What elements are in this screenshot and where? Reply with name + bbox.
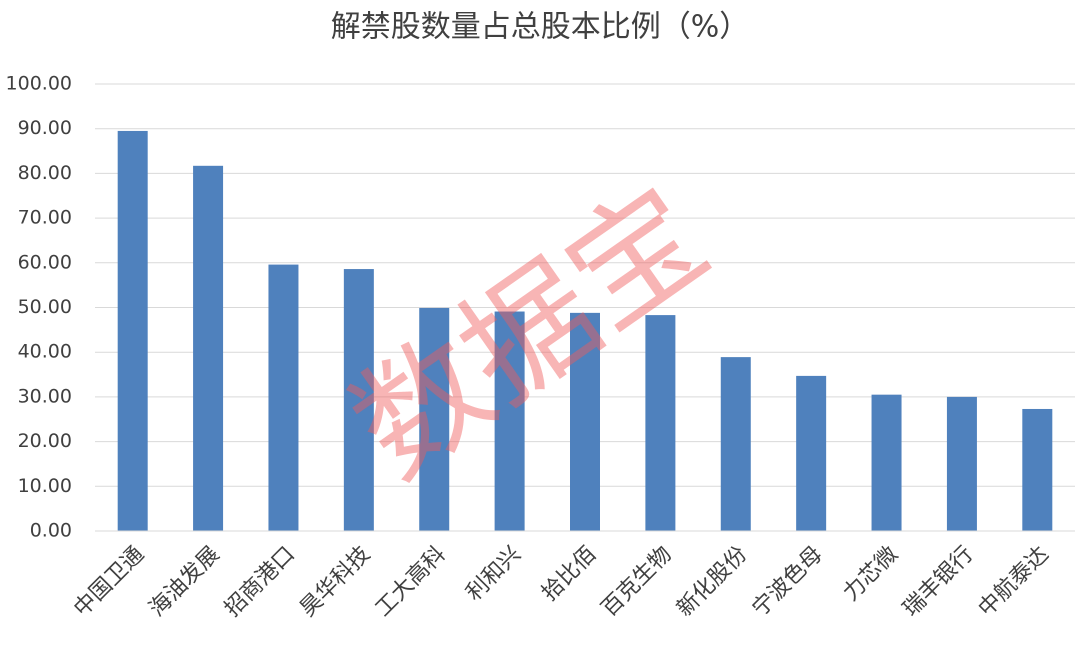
y-tick-label: 80.00: [18, 162, 72, 184]
x-tick-label: 利和兴: [462, 542, 526, 606]
x-tick-label: 新化股份: [672, 542, 752, 622]
x-tick-label: 瑞丰银行: [898, 542, 978, 622]
y-tick-label: 10.00: [18, 475, 72, 497]
bar: [570, 312, 600, 531]
y-tick-label: 100.00: [6, 73, 72, 95]
x-tick-label: 招商港口: [220, 542, 300, 622]
bar: [117, 130, 148, 531]
bar: [193, 165, 224, 531]
x-tick-label: 昊华科技: [295, 542, 375, 622]
bar: [946, 396, 977, 531]
y-tick-label: 20.00: [18, 430, 72, 452]
x-tick-label: 中航泰达: [974, 542, 1054, 622]
y-tick-label: 40.00: [18, 341, 72, 363]
bar: [1022, 408, 1053, 531]
bar: [796, 375, 827, 531]
x-tick-label: 海油发展: [145, 542, 225, 622]
x-tick-label: 百克生物: [597, 542, 677, 622]
y-tick-label: 30.00: [18, 385, 72, 407]
bar: [494, 311, 525, 531]
y-tick-label: 90.00: [18, 117, 72, 139]
y-tick-label: 50.00: [18, 296, 72, 318]
x-tick-label: 工大高科: [371, 542, 451, 622]
y-tick-label: 0.00: [30, 520, 72, 542]
y-tick-label: 60.00: [18, 251, 72, 273]
bar: [645, 315, 676, 531]
x-tick-label: 宁波色母: [748, 542, 828, 622]
bar: [871, 394, 902, 531]
x-tick-label: 力芯微: [839, 542, 903, 606]
bar: [419, 307, 450, 531]
bar: [343, 269, 374, 531]
chart-title: 解禁股数量占总股本比例（%）: [331, 10, 750, 45]
bar: [720, 357, 751, 531]
x-tick-label: 中国卫通: [69, 542, 149, 622]
x-tick-label: 拾比佰: [537, 542, 601, 606]
y-tick-label: 70.00: [18, 207, 72, 229]
bar: [268, 264, 299, 531]
